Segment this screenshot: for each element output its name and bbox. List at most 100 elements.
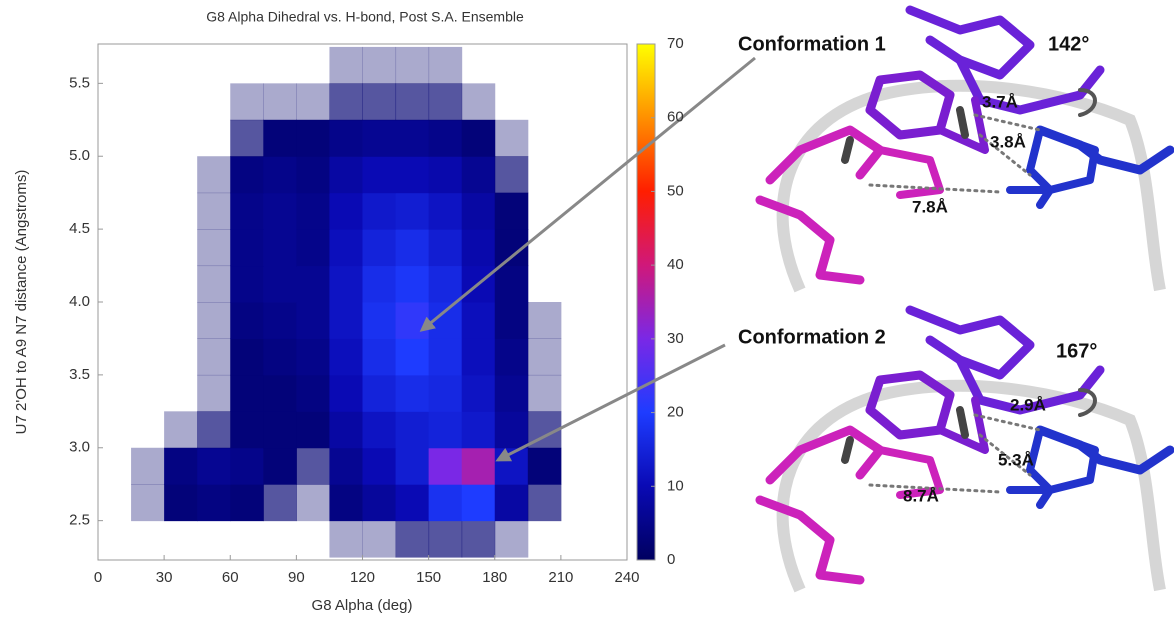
- heatmap-cell: [329, 46, 363, 84]
- heatmap-cell: [494, 520, 529, 558]
- heatmap-cell: [428, 229, 463, 267]
- x-tick-label: 210: [548, 569, 573, 586]
- heatmap-cell: [461, 374, 496, 412]
- heatmap-cell: [461, 520, 496, 558]
- heatmap-cell: [428, 520, 463, 558]
- y-tick-label: 4.0: [69, 293, 90, 310]
- heatmap-cell: [197, 265, 231, 303]
- heatmap-cell: [329, 447, 363, 485]
- heatmap-cell: [527, 447, 562, 485]
- heatmap-cell: [230, 119, 264, 157]
- heatmap-cell: [395, 265, 430, 303]
- heatmap-cell: [494, 119, 529, 157]
- heatmap-cell: [197, 302, 231, 339]
- heatmap-cell: [329, 484, 363, 522]
- heatmap-cell: [362, 374, 397, 412]
- heatmap-cell: [296, 156, 330, 194]
- heatmap-cell: [395, 302, 430, 339]
- heatmap-cell: [263, 229, 297, 267]
- x-tick-label: 120: [350, 569, 375, 586]
- heatmap-cell: [197, 374, 231, 412]
- heatmap-cell: [197, 229, 231, 267]
- heatmap-cell: [263, 447, 297, 485]
- heatmap-cell: [461, 338, 496, 376]
- heatmap-cell: [164, 411, 198, 449]
- colorbar-tick-label: 10: [667, 477, 684, 494]
- y-tick-label: 5.5: [69, 74, 90, 91]
- heatmap-cell: [494, 411, 529, 449]
- heatmap-cell: [461, 229, 496, 267]
- heatmap-cell: [230, 265, 264, 303]
- heatmap-cell: [395, 46, 430, 84]
- heatmap-cell: [329, 119, 363, 157]
- x-tick-label: 240: [614, 569, 639, 586]
- heatmap-cell: [296, 484, 330, 522]
- heatmap-cell: [428, 411, 463, 449]
- heatmap-cell: [527, 338, 562, 376]
- heatmap-cell: [395, 156, 430, 194]
- heatmap-cell: [362, 447, 397, 485]
- heatmap-cell: [263, 374, 297, 412]
- heatmap-cell: [263, 411, 297, 449]
- x-tick-label: 0: [94, 569, 102, 586]
- heatmap-cell: [296, 192, 330, 230]
- heatmap-cell: [296, 302, 330, 339]
- heatmap-cell: [230, 83, 264, 121]
- y-axis-label: U7 2'OH to A9 N7 distance (Angstroms): [13, 170, 30, 435]
- angle-label: 142°: [1048, 33, 1089, 55]
- heatmap-cell: [197, 484, 231, 522]
- heatmap-cell: [296, 265, 330, 303]
- distance-label: 8.7Å: [903, 486, 939, 505]
- heatmap-cell: [362, 46, 397, 84]
- heatmap-cell: [428, 156, 463, 194]
- arrow: [495, 343, 726, 462]
- heatmap-cell: [428, 484, 463, 522]
- heatmap-cell: [263, 484, 297, 522]
- heatmap-cell: [296, 447, 330, 485]
- x-tick-label: 90: [288, 569, 305, 586]
- heatmap-cell: [230, 302, 264, 339]
- heatmap-cell: [329, 156, 363, 194]
- heatmap-cell: [461, 447, 496, 485]
- heatmap-cell: [296, 119, 330, 157]
- heatmap-cell: [461, 119, 496, 157]
- heatmap-cell: [329, 302, 363, 339]
- colorbar-tick-label: 0: [667, 551, 675, 568]
- heatmap-cell: [329, 83, 363, 121]
- colorbar-tick-label: 20: [667, 404, 684, 421]
- heatmap-cell: [230, 229, 264, 267]
- y-tick-label: 5.0: [69, 147, 90, 164]
- heatmap-cell: [329, 520, 363, 558]
- heatmap-cell: [395, 374, 430, 412]
- heatmap-cell: [494, 338, 529, 376]
- heatmap-cell: [428, 265, 463, 303]
- heatmap-cell: [329, 374, 363, 412]
- y-tick-label: 3.0: [69, 439, 90, 456]
- heatmap-cell: [428, 374, 463, 412]
- heatmap-cell: [395, 411, 430, 449]
- heatmap-cell: [395, 520, 430, 558]
- colorbar-tick-label: 60: [667, 109, 684, 126]
- heatmap-cell: [329, 265, 363, 303]
- x-tick-label: 60: [222, 569, 239, 586]
- heatmap-cell: [395, 229, 430, 267]
- heatmap-cell: [197, 192, 231, 230]
- heatmap-cell: [428, 46, 463, 84]
- x-tick-label: 30: [156, 569, 173, 586]
- heatmap-cell: [527, 484, 562, 522]
- heatmap-cell: [164, 484, 198, 522]
- x-axis-label: G8 Alpha (deg): [312, 597, 413, 614]
- heatmap-cell: [494, 374, 529, 412]
- heatmap-cell: [494, 302, 529, 339]
- heatmap-cell: [329, 411, 363, 449]
- distance-label: 5.3Å: [998, 450, 1034, 469]
- heatmap-cell: [428, 83, 463, 121]
- heatmap-cell: [395, 447, 430, 485]
- heatmap-cell: [395, 338, 430, 376]
- heatmap-cell: [230, 447, 264, 485]
- heatmap-cell: [362, 83, 397, 121]
- heatmap-cell: [329, 229, 363, 267]
- chart-title: G8 Alpha Dihedral vs. H-bond, Post S.A. …: [206, 9, 524, 25]
- arrow: [419, 56, 756, 332]
